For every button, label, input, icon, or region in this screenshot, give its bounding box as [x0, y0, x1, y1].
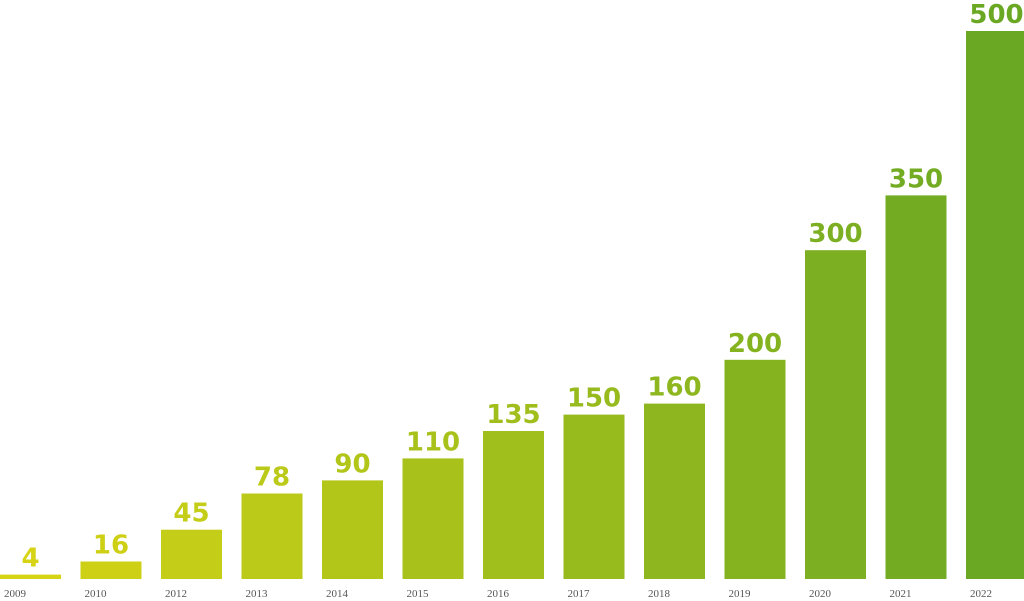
value-label-2017: 150	[567, 384, 621, 414]
x-tick-label-2018: 2018	[648, 588, 671, 600]
x-tick-label-2010: 2010	[85, 588, 108, 600]
value-label-2018: 160	[647, 373, 701, 403]
value-label-2009: 4	[21, 544, 39, 574]
value-label-2020: 300	[808, 219, 862, 249]
bar-2012	[161, 529, 222, 579]
value-label-2019: 200	[728, 329, 782, 359]
x-tick-label-2022: 2022	[970, 588, 992, 600]
value-label-2013: 78	[254, 463, 290, 493]
x-tick-label-2017: 2017	[568, 588, 591, 600]
x-tick-label-2013: 2013	[246, 588, 269, 600]
bar-2009	[0, 574, 61, 579]
x-tick-label-2014: 2014	[326, 588, 349, 600]
x-tick-label-2020: 2020	[809, 588, 832, 600]
value-label-2010: 16	[93, 531, 129, 561]
bar-2015	[402, 458, 464, 579]
bar-2018	[644, 403, 705, 579]
bar-2010	[80, 561, 142, 579]
value-label-2016: 135	[486, 400, 540, 430]
bar-2022	[966, 31, 1024, 579]
value-label-2021: 350	[889, 164, 943, 194]
bar-2021	[885, 195, 947, 579]
x-tick-label-2019: 2019	[729, 588, 752, 600]
bar-2016	[483, 431, 544, 579]
value-label-2012: 45	[173, 499, 209, 529]
bar-2014	[322, 480, 383, 579]
value-label-2014: 90	[334, 449, 370, 479]
x-tick-label-2021: 2021	[890, 588, 912, 600]
value-label-2015: 110	[406, 427, 460, 457]
bar-2020	[805, 250, 866, 579]
x-tick-label-2015: 2015	[407, 588, 430, 600]
bar-2019	[724, 359, 786, 579]
x-tick-label-2016: 2016	[487, 588, 510, 600]
value-label-2022: 500	[969, 0, 1023, 30]
x-tick-label-2009: 2009	[4, 588, 27, 600]
x-tick-label-2012: 2012	[165, 588, 187, 600]
bar-2013	[241, 493, 303, 579]
bar-2017	[563, 414, 625, 579]
